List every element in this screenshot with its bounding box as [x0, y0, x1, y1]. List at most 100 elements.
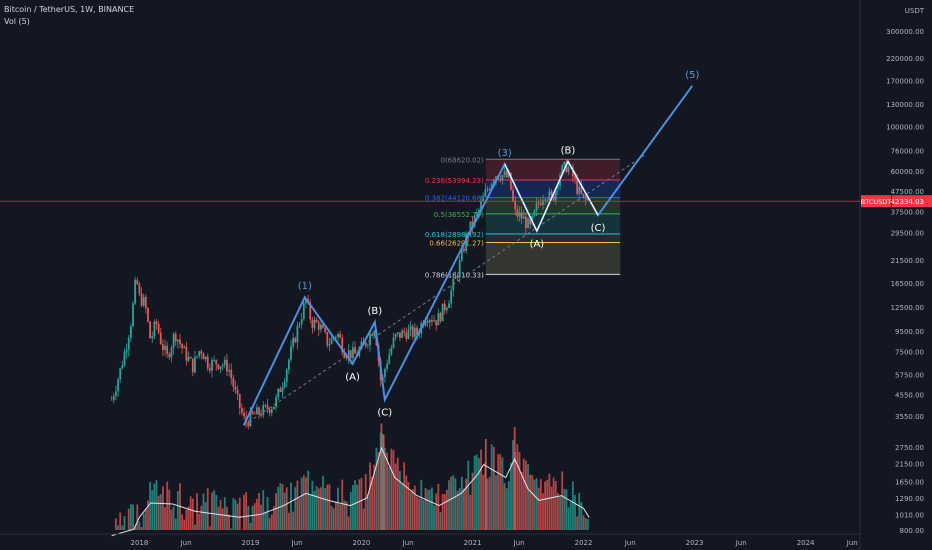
volume-bar	[371, 476, 374, 530]
candle-body	[401, 330, 403, 338]
wave-label: (C)	[591, 223, 606, 234]
volume-bar	[418, 498, 421, 530]
volume-bar	[232, 498, 235, 530]
trendline[interactable]	[243, 154, 645, 426]
candle-body	[424, 320, 427, 326]
volume-bar	[554, 481, 557, 530]
fibonacci-retracement[interactable]: 0(68620.02) 0.236(53994.23) 0.382(44120.68…	[425, 156, 621, 279]
price-tick-label: 170000.00	[886, 78, 924, 86]
candle-body	[183, 346, 186, 349]
volume-bar	[576, 516, 579, 530]
candle-body	[198, 351, 201, 357]
volume-bar	[495, 475, 497, 530]
candle-body	[136, 279, 139, 285]
volume-bar	[187, 506, 190, 530]
volume-bar	[217, 506, 220, 530]
volume-bar	[302, 475, 305, 530]
volume-bar	[185, 509, 188, 530]
candle-body	[142, 296, 145, 306]
volume-bar	[569, 501, 572, 530]
elliott-wave-lines[interactable]	[242, 85, 694, 426]
candle-body	[189, 357, 192, 359]
volume-bar	[531, 475, 534, 530]
dashed-trendline[interactable]	[243, 154, 645, 426]
candle-body	[273, 406, 275, 410]
volume-bar	[580, 502, 583, 530]
volume-bar	[324, 487, 327, 530]
volume-bar	[409, 491, 412, 530]
candle-body	[409, 326, 412, 330]
volume-bar	[317, 488, 320, 530]
volume-bar	[170, 509, 173, 530]
price-tick-label: 7500.00	[895, 348, 924, 356]
candle-body	[469, 221, 472, 236]
volume-bar	[420, 479, 423, 530]
candle-body	[117, 379, 119, 392]
volume-bar	[369, 462, 371, 530]
volume-bar	[176, 491, 179, 530]
candle-body	[567, 167, 570, 172]
price-tick-label: 12500.00	[891, 304, 924, 312]
candle-body	[174, 333, 177, 342]
time-axis[interactable]: 2018 Jun 2019 Jun 2020 Jun 2021 Jun 2022 Jun 2023 J…	[0, 533, 860, 547]
candle-body	[322, 324, 324, 328]
volume-bar	[157, 495, 160, 530]
candle-body	[480, 201, 482, 210]
volume-bar	[544, 481, 547, 530]
candle-body	[373, 330, 376, 336]
primary-wave-path[interactable]	[242, 85, 694, 426]
candle-body	[172, 333, 175, 348]
volume-bar	[300, 477, 303, 530]
time-tick-label: 2024	[797, 539, 815, 547]
corrective-wave-path[interactable]	[504, 159, 599, 233]
volume-bar	[287, 512, 290, 530]
volume-indicator-label[interactable]: Vol (5)	[4, 17, 30, 26]
candle-body	[352, 347, 354, 359]
candle-body	[394, 333, 397, 338]
volume-bar	[460, 476, 463, 530]
volume-bar	[330, 505, 333, 530]
price-axis[interactable]: USDT 300000.00 220000.00 170000.00 130000.00…	[859, 0, 932, 550]
candle-body	[277, 388, 280, 398]
volume-bar	[206, 488, 209, 530]
volume-bar	[238, 497, 241, 530]
candle-body	[413, 327, 416, 337]
candle-body	[343, 352, 346, 358]
volume-bar	[294, 487, 297, 530]
volume-bar	[403, 462, 406, 530]
candle-body	[283, 381, 286, 388]
volume-bar	[349, 492, 352, 530]
candle-body	[166, 345, 169, 354]
candle-body	[337, 333, 339, 337]
fib-level-label: 0.382(44120.68)	[425, 195, 484, 203]
volume-bar	[561, 471, 564, 530]
volume-bar	[499, 454, 502, 530]
volume-bar	[546, 479, 549, 530]
volume-bar	[127, 508, 130, 530]
volume-bar	[213, 490, 216, 530]
candle-body	[215, 359, 218, 365]
volume-bar	[454, 478, 457, 530]
candle-body	[460, 248, 463, 261]
symbol-title[interactable]: Bitcoin / TetherUS, 1W, BINANCE	[4, 5, 135, 14]
candle-body	[443, 303, 446, 311]
candle-body	[448, 303, 450, 308]
volume-bar	[518, 452, 521, 530]
candle-body	[518, 212, 521, 217]
volume-bar	[401, 483, 403, 530]
fib-level-label: 0.786(18210.33)	[425, 271, 484, 279]
candle-body	[441, 303, 444, 322]
candle-body	[349, 350, 352, 359]
candle-body	[132, 303, 134, 327]
candle-body	[266, 404, 269, 410]
candle-body	[313, 319, 316, 328]
candle-body	[341, 337, 344, 353]
volume-bar	[117, 525, 119, 530]
candle-body	[552, 195, 555, 201]
wave-label: (B)	[367, 306, 382, 317]
candle-body	[179, 339, 181, 344]
fib-level-label: 0.66(26291.27)	[429, 239, 484, 247]
candle-body	[433, 320, 435, 322]
price-tick-label: 300000.00	[886, 28, 924, 36]
